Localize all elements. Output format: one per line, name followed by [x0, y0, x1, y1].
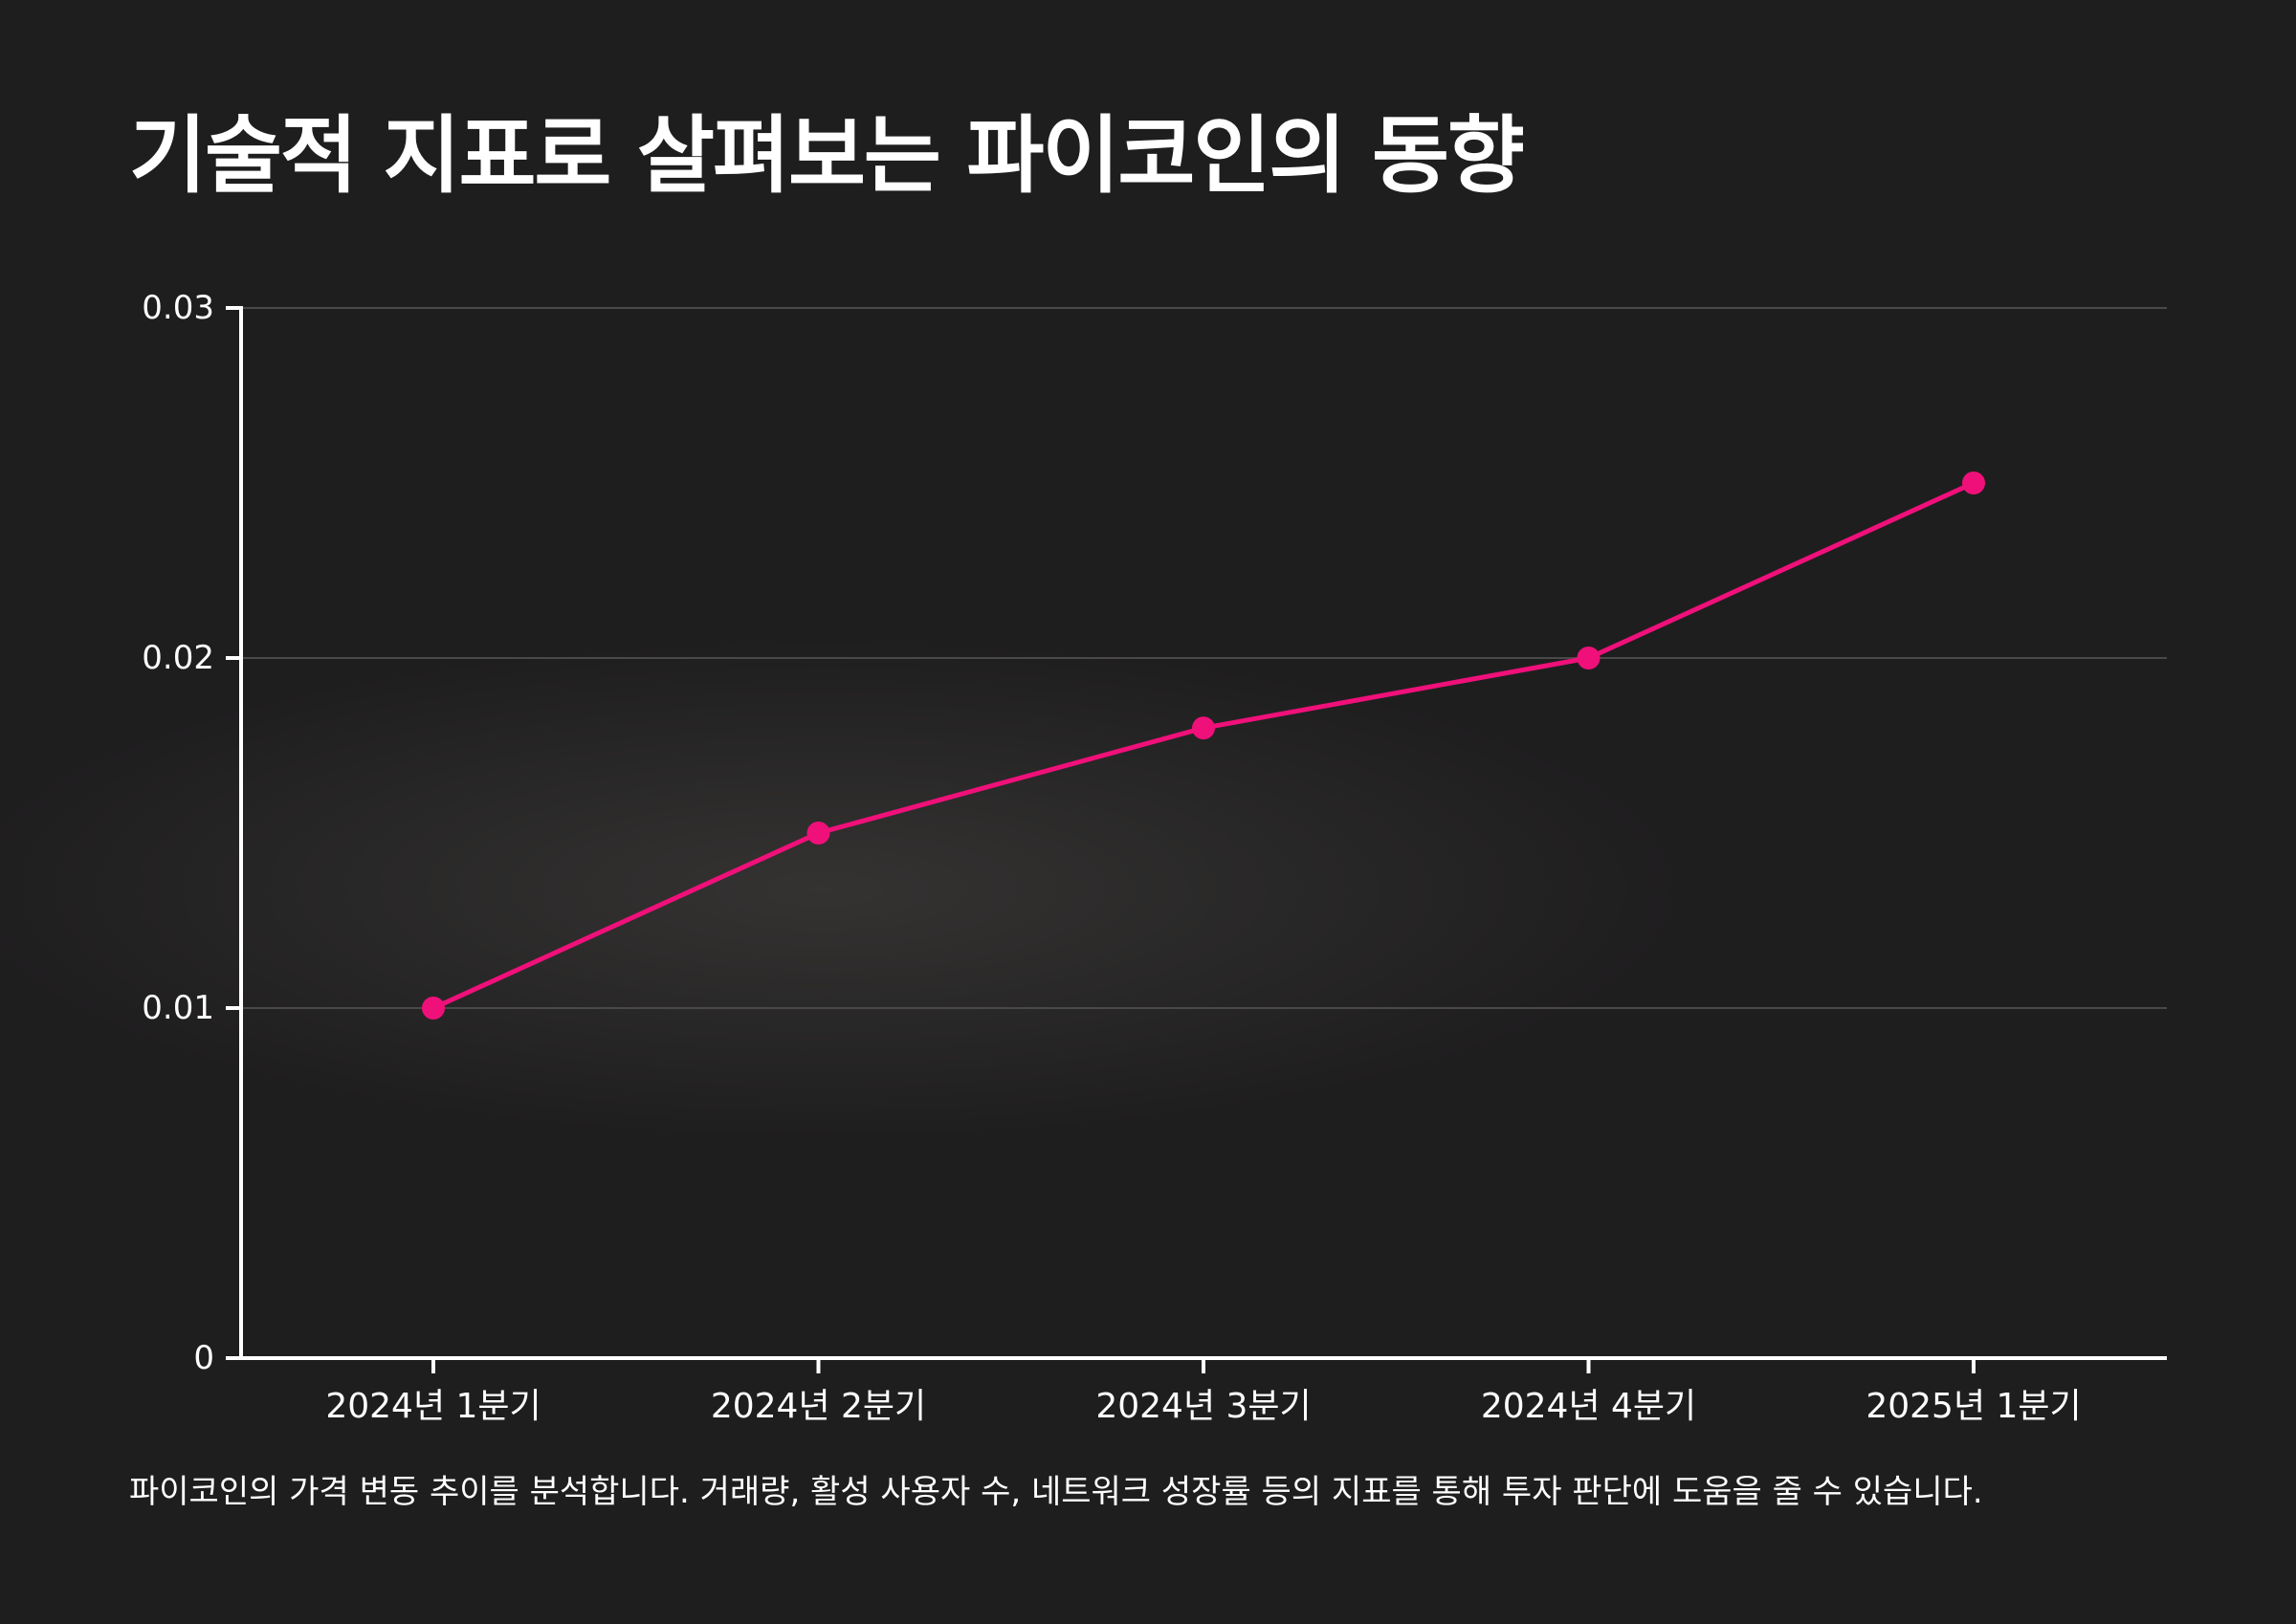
data-point [806, 822, 830, 845]
x-tick-label: 2024년 1분기 [325, 1387, 541, 1426]
x-tick-label: 2024년 2분기 [711, 1387, 926, 1426]
x-tick-label: 2024년 4분기 [1481, 1387, 1696, 1426]
y-tick-label: 0.01 [142, 989, 214, 1027]
chart-caption: 파이코인의 가격 변동 추이를 분석합니다. 거래량, 활성 사용자 수, 네트… [129, 1473, 1983, 1511]
y-tick-label: 0 [193, 1339, 214, 1377]
data-point [422, 997, 445, 1020]
data-point [1192, 716, 1215, 740]
x-tick-label: 2025년 1분기 [1866, 1387, 2081, 1426]
grid-lines [241, 307, 2167, 1009]
page-title: 기술적 지표로 살펴보는 파이코인의 동향 [129, 106, 1525, 205]
y-tick-label: 0.02 [142, 639, 214, 677]
data-point [1577, 647, 1601, 669]
axes [239, 306, 2167, 1360]
y-axis-ticks: 0 0.01 0.02 0.03 [142, 289, 241, 1377]
x-axis-ticks: 2024년 1분기 2024년 2분기 2024년 3분기 2024년 4분기 2025… [325, 1358, 2082, 1426]
series-line [430, 480, 1976, 1011]
series [422, 472, 1985, 1020]
data-point [1962, 472, 1985, 494]
x-tick-label: 2024년 3분기 [1095, 1387, 1311, 1426]
y-tick-label: 0.03 [142, 289, 214, 327]
